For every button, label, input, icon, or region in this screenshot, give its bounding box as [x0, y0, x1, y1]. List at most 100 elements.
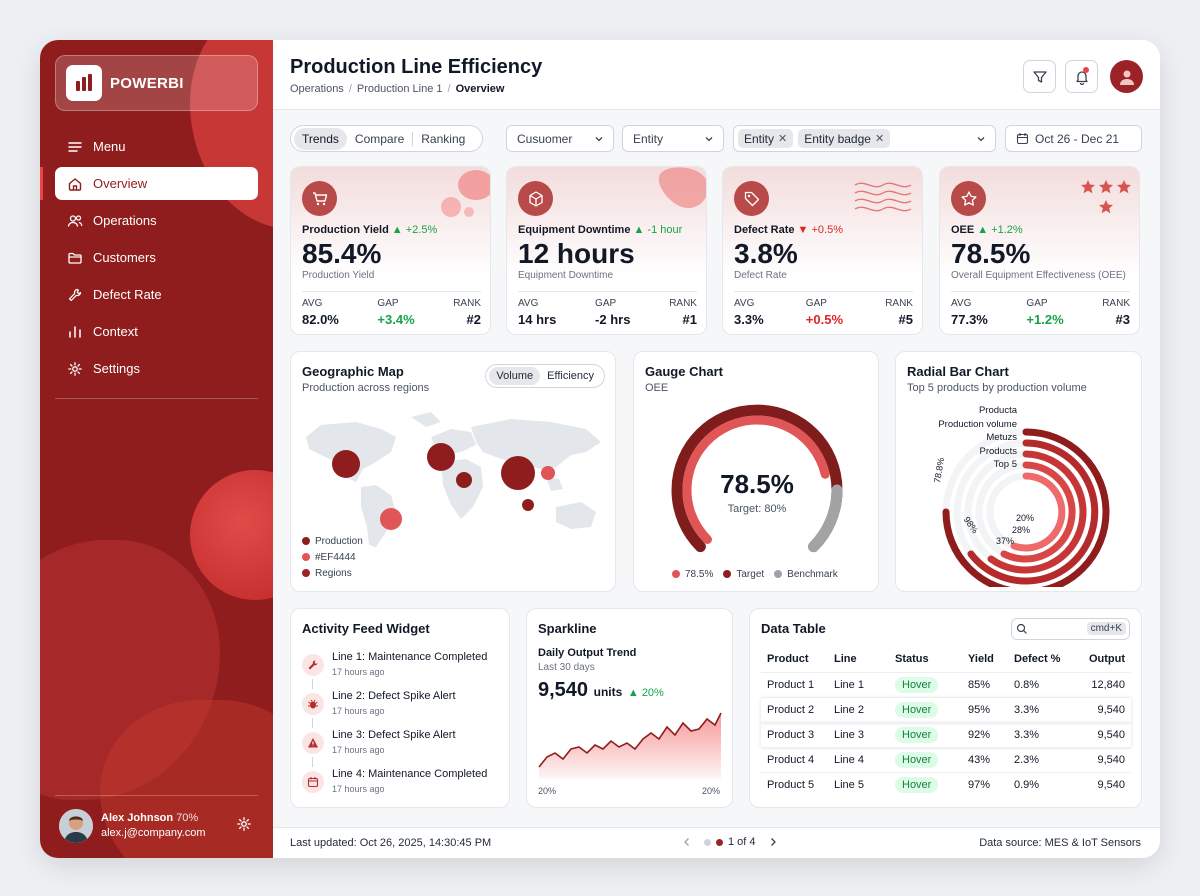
entity-multiselect[interactable]: Entity ✕ Entity badge ✕ [733, 125, 996, 152]
radial-bar[interactable] [942, 428, 1110, 587]
kpi-stat-gap: GAP +0.5% [805, 298, 844, 327]
kpi-card-equipment-downtime[interactable]: Equipment Downtime ▲ -1 hour 12 hours Equ… [506, 166, 707, 335]
chevron-down-icon [705, 137, 713, 142]
sidebar-item-defect-rate[interactable]: Defect Rate [55, 278, 258, 311]
customer-dropdown[interactable]: Cusuomer [506, 125, 614, 152]
page-dot[interactable] [704, 838, 711, 846]
map-bubble[interactable] [332, 450, 360, 478]
kpi-stat-rank: RANK #3 [1102, 298, 1130, 327]
gear-icon[interactable] [236, 816, 252, 832]
notifications-button[interactable] [1065, 60, 1098, 93]
table-row[interactable]: Product 5 Line 5 Hover 97% 0.9% 9,540 [761, 771, 1131, 797]
user-profile[interactable]: Alex Johnson 70% alex.j@company.com [55, 795, 258, 845]
radial-bar-chart-panel: Radial Bar Chart Top 5 products by produ… [895, 351, 1142, 592]
bug-icon [302, 693, 324, 715]
gear-icon [68, 361, 82, 376]
kpi-stat-rank: RANK #1 [669, 298, 697, 327]
panel-title: Gauge Chart [645, 364, 724, 379]
date-range-picker[interactable]: Oct 26 - Dec 21 [1005, 125, 1142, 152]
chevron-right-icon[interactable] [766, 835, 780, 849]
kpi-card-oee[interactable]: OEE ▲ +1.2% 78.5% Overall Equipment Effec… [939, 166, 1140, 335]
filter-bar: Trends Compare Ranking Cusuomer Entity E… [290, 125, 1142, 152]
column-header[interactable]: Status [895, 652, 929, 665]
sparkline-subtitle: Daily Output Trend [538, 647, 637, 659]
activity-item[interactable]: Line 4: Maintenance Completed 17 hours a… [302, 768, 502, 804]
map-bubble[interactable] [541, 466, 555, 480]
breadcrumb-item[interactable]: Production Line 1 [356, 83, 443, 95]
sparkline-chart[interactable] [537, 709, 723, 779]
column-header[interactable]: Output [1088, 652, 1125, 665]
kpi-label: Defect Rate ▼ +0.5% [734, 224, 843, 236]
radial-bar[interactable] [987, 450, 1087, 574]
map-bubble[interactable] [380, 508, 402, 530]
entity-dropdown[interactable]: Entity [622, 125, 724, 152]
toggle-volume[interactable]: Volume [489, 367, 541, 385]
table-row[interactable]: Product 1 Line 1 Hover 85% 0.8% 12,840 [761, 671, 1131, 697]
radial-pct-label: 37% [996, 536, 1015, 546]
radial-pct-label: 20% [1016, 513, 1035, 523]
pagination: 1 of 4 [680, 835, 780, 849]
activity-item[interactable]: Line 3: Defect Spike Alert 17 hours ago [302, 729, 502, 765]
cart-icon [302, 181, 337, 216]
entity-badge-chip[interactable]: Entity badge ✕ [798, 129, 891, 148]
stars-icon [1081, 180, 1131, 214]
sidebar-item-customers[interactable]: Customers [55, 241, 258, 274]
entity-chip[interactable]: Entity ✕ [738, 129, 794, 148]
calendar-icon [302, 771, 324, 793]
sidebar-item-label: Defect Rate [93, 287, 162, 302]
sidebar-item-operations[interactable]: Operations [55, 204, 258, 237]
filter-button[interactable] [1023, 60, 1056, 93]
column-header[interactable]: Line [834, 652, 857, 665]
breadcrumb-item[interactable]: Operations [290, 83, 344, 95]
radial-bar-chart[interactable] [896, 397, 1142, 587]
activity-item[interactable]: Line 2: Defect Spike Alert 17 hours ago [302, 690, 502, 726]
kpi-card-production-yield[interactable]: Production Yield ▲ +2.5% 85.4% Production… [290, 166, 491, 335]
table-row[interactable]: Product 4 Line 4 Hover 43% 2.3% 9,540 [761, 746, 1131, 772]
close-icon[interactable]: ✕ [874, 133, 885, 145]
table-search-input[interactable]: cmd+K [1011, 618, 1130, 640]
chevron-down-icon [595, 137, 603, 142]
panel-title: Sparkline [538, 621, 597, 636]
column-header[interactable]: Product [767, 652, 809, 665]
segment-compare[interactable]: Compare [354, 131, 405, 146]
world-map[interactable] [301, 407, 606, 557]
sidebar-item-context[interactable]: Context [55, 315, 258, 348]
table-row[interactable]: Product 3 Line 3 Hover 92% 3.3% 9,540 [761, 721, 1131, 747]
column-header[interactable]: Defect % [1014, 652, 1061, 665]
close-icon[interactable]: ✕ [778, 133, 788, 145]
sidebar-item-overview[interactable]: Overview [55, 167, 258, 200]
home-icon [68, 177, 82, 191]
toggle-efficiency[interactable]: Efficiency [547, 370, 594, 382]
brand-logo[interactable]: POWERBI [55, 55, 258, 111]
sidebar-divider [55, 398, 258, 399]
map-bubble[interactable] [522, 499, 534, 511]
map-bubble[interactable] [501, 456, 535, 490]
activity-item[interactable]: Line 1: Maintenance Completed 17 hours a… [302, 651, 502, 687]
sidebar-item-label: Menu [93, 139, 126, 154]
map-legend: Production #EF4444 Regions [302, 533, 363, 581]
chevron-left-icon[interactable] [680, 835, 694, 849]
decor-blob-icon [441, 170, 490, 217]
page-dot-active[interactable] [716, 838, 723, 846]
kpi-subtitle: Production Yield [302, 270, 375, 281]
segment-trends[interactable]: Trends [294, 127, 347, 150]
radial-bar[interactable] [1010, 472, 1066, 552]
radial-bar[interactable] [967, 439, 1099, 585]
segment-ranking[interactable]: Ranking [421, 131, 466, 146]
radial-bar[interactable] [1000, 461, 1076, 563]
filter-icon [1032, 70, 1047, 83]
user-info: Alex Johnson 70% alex.j@company.com [101, 811, 206, 841]
kpi-card-defect-rate[interactable]: Defect Rate ▼ +0.5% 3.8% Defect Rate AVG 3… [722, 166, 923, 335]
table-row[interactable]: Product 2 Line 2 Hover 95% 3.3% 9,540 [761, 696, 1131, 722]
gauge-chart[interactable] [657, 397, 857, 557]
kpi-stat-avg: AVG 14 hrs [518, 298, 557, 327]
user-name: Alex Johnson [101, 811, 174, 824]
map-bubble[interactable] [427, 443, 455, 471]
sidebar-item-menu[interactable]: Menu [55, 130, 258, 163]
sidebar-item-settings[interactable]: Settings [55, 352, 258, 385]
column-header[interactable]: Yield [968, 652, 994, 665]
main-content: Production Line Efficiency Operations / Pr… [273, 40, 1160, 858]
sidebar-item-label: Overview [93, 176, 148, 191]
map-bubble[interactable] [456, 472, 472, 488]
header-avatar[interactable] [1110, 60, 1143, 93]
